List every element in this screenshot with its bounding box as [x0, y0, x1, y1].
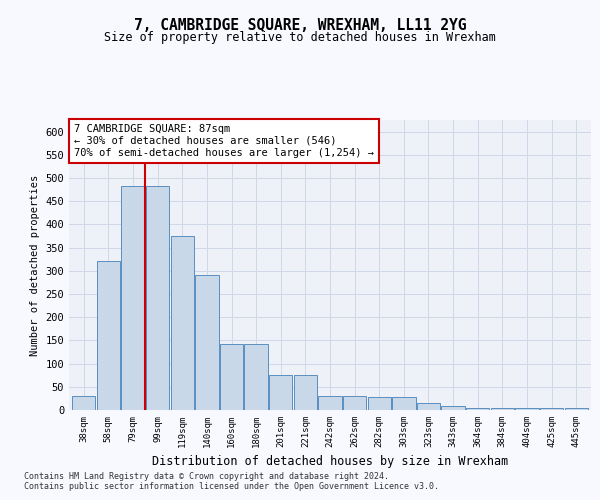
Bar [121, 186, 145, 410]
Bar [565, 408, 588, 410]
X-axis label: Distribution of detached houses by size in Wrexham: Distribution of detached houses by size … [152, 456, 508, 468]
Bar [72, 396, 95, 410]
Bar [343, 396, 367, 410]
Bar [319, 396, 341, 410]
Bar [392, 398, 416, 410]
Text: 7 CAMBRIDGE SQUARE: 87sqm
← 30% of detached houses are smaller (546)
70% of semi: 7 CAMBRIDGE SQUARE: 87sqm ← 30% of detac… [74, 124, 374, 158]
Text: 7, CAMBRIDGE SQUARE, WREXHAM, LL11 2YG: 7, CAMBRIDGE SQUARE, WREXHAM, LL11 2YG [134, 18, 466, 32]
Bar [146, 186, 169, 410]
Bar [417, 403, 440, 410]
Text: Size of property relative to detached houses in Wrexham: Size of property relative to detached ho… [104, 31, 496, 44]
Bar [195, 276, 218, 410]
Bar [491, 408, 514, 410]
Bar [244, 344, 268, 410]
Bar [220, 344, 243, 410]
Text: Contains HM Land Registry data © Crown copyright and database right 2024.: Contains HM Land Registry data © Crown c… [24, 472, 389, 481]
Bar [368, 398, 391, 410]
Bar [293, 375, 317, 410]
Bar [442, 406, 465, 410]
Bar [515, 408, 539, 410]
Bar [97, 260, 120, 410]
Bar [269, 375, 292, 410]
Bar [170, 236, 194, 410]
Bar [466, 408, 490, 410]
Bar [540, 408, 563, 410]
Text: Contains public sector information licensed under the Open Government Licence v3: Contains public sector information licen… [24, 482, 439, 491]
Y-axis label: Number of detached properties: Number of detached properties [30, 174, 40, 356]
